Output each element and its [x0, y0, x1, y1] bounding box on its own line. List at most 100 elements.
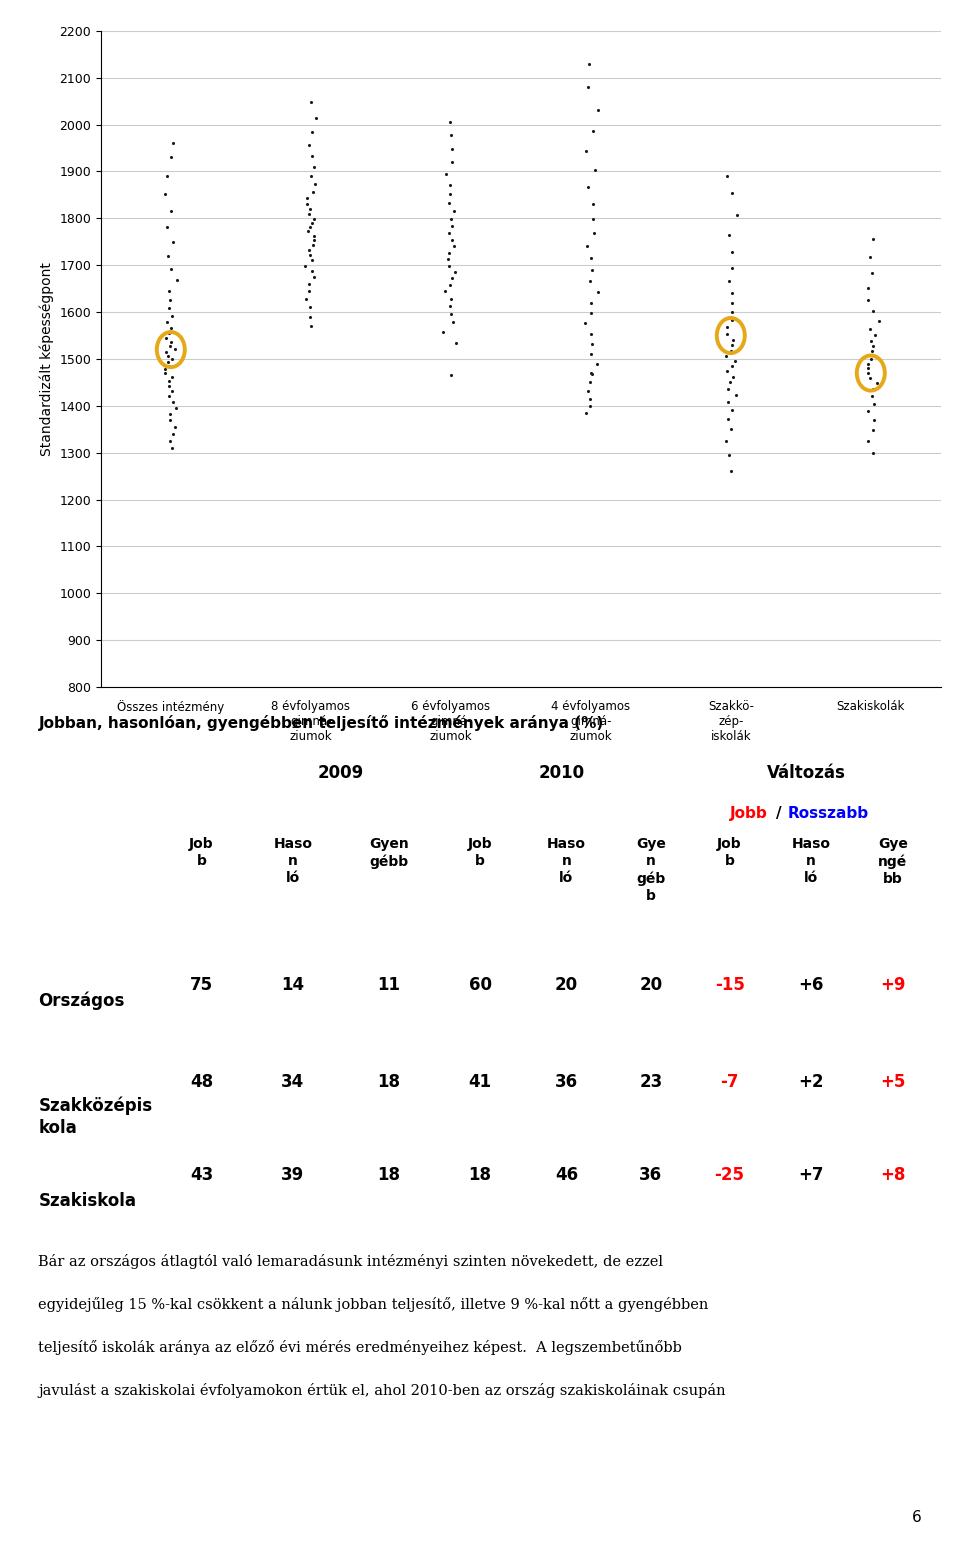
Point [868, 323, 883, 347]
Point [162, 289, 178, 313]
Point [865, 261, 880, 286]
Text: Rosszabb: Rosszabb [787, 806, 869, 821]
Text: 20: 20 [639, 976, 662, 994]
Point [866, 377, 881, 401]
Point [165, 131, 180, 156]
Point [435, 320, 450, 344]
Point [590, 279, 606, 304]
Point [866, 391, 881, 415]
Point [724, 354, 739, 378]
Point [161, 374, 177, 398]
Point [864, 343, 879, 367]
Point [581, 378, 596, 403]
Point [866, 334, 881, 358]
Point [157, 357, 173, 381]
Point [305, 179, 321, 204]
Point [583, 301, 598, 326]
Text: Jobb: Jobb [730, 806, 767, 821]
Text: javulást a szakiskolai évfolyamokon értük el, ahol 2010-ben az ország szakiskolá: javulást a szakiskolai évfolyamokon értü… [38, 1383, 726, 1399]
Text: Haso
n
ló: Haso n ló [547, 837, 586, 885]
Point [721, 377, 736, 401]
Point [860, 400, 876, 425]
Point [304, 259, 320, 284]
Point [301, 272, 317, 296]
Text: 60: 60 [468, 976, 492, 994]
Point [161, 278, 177, 303]
Point [164, 304, 180, 329]
Text: 18: 18 [377, 1073, 400, 1092]
Point [721, 269, 736, 293]
Point [444, 286, 459, 310]
Point [579, 400, 594, 425]
Point [726, 364, 741, 389]
Text: 14: 14 [281, 976, 304, 994]
Point [442, 173, 457, 198]
Point [863, 329, 878, 354]
Point [865, 300, 880, 324]
Point [860, 275, 876, 300]
Point [860, 429, 876, 454]
Point [165, 389, 180, 414]
Point [447, 259, 463, 284]
Point [162, 408, 178, 432]
Point [446, 199, 462, 224]
Text: 36: 36 [555, 1073, 578, 1092]
Point [865, 225, 880, 250]
Point [306, 207, 322, 232]
Point [443, 293, 458, 318]
Point [443, 182, 458, 207]
Point [157, 182, 173, 207]
Text: 36: 36 [639, 1166, 662, 1184]
Text: +7: +7 [799, 1166, 824, 1184]
Point [725, 398, 740, 423]
Point [724, 300, 739, 324]
Point [724, 239, 739, 264]
Text: Gyen
gébb: Gyen gébb [369, 837, 409, 869]
Point [580, 233, 595, 258]
Y-axis label: Standardizált képességpont: Standardizált képességpont [39, 262, 54, 455]
Point [304, 144, 320, 168]
Point [586, 207, 601, 232]
Point [439, 162, 454, 187]
Point [582, 51, 597, 76]
Point [584, 258, 599, 283]
Point [306, 154, 322, 179]
Point [864, 383, 879, 408]
Point [444, 266, 460, 290]
Point [441, 247, 456, 272]
Point [582, 394, 597, 418]
Point [721, 222, 736, 247]
Point [588, 352, 604, 377]
Point [866, 418, 881, 443]
Point [444, 363, 459, 388]
Point [163, 256, 179, 281]
Point [860, 355, 876, 380]
Point [718, 343, 733, 367]
Point [160, 343, 176, 367]
Point [160, 244, 176, 269]
Point [869, 371, 884, 395]
Point [298, 253, 313, 278]
Text: Szakközépis
kola: Szakközépis kola [38, 1096, 153, 1136]
Point [306, 266, 322, 290]
Text: Job
b: Job b [717, 837, 742, 868]
Point [862, 244, 877, 269]
Point [865, 440, 880, 465]
Point [442, 221, 457, 245]
Point [725, 181, 740, 205]
Point [718, 429, 733, 454]
Point [872, 309, 887, 334]
Point [158, 326, 174, 350]
Point [444, 207, 459, 232]
Point [437, 279, 452, 304]
Point [159, 310, 175, 335]
Text: Szakiskola: Szakiskola [38, 1192, 136, 1210]
Point [583, 361, 598, 386]
Point [165, 435, 180, 460]
Point [587, 221, 602, 245]
Point [864, 338, 879, 363]
Point [579, 139, 594, 164]
Point [583, 245, 598, 270]
Point [444, 150, 460, 174]
Point [444, 215, 460, 239]
